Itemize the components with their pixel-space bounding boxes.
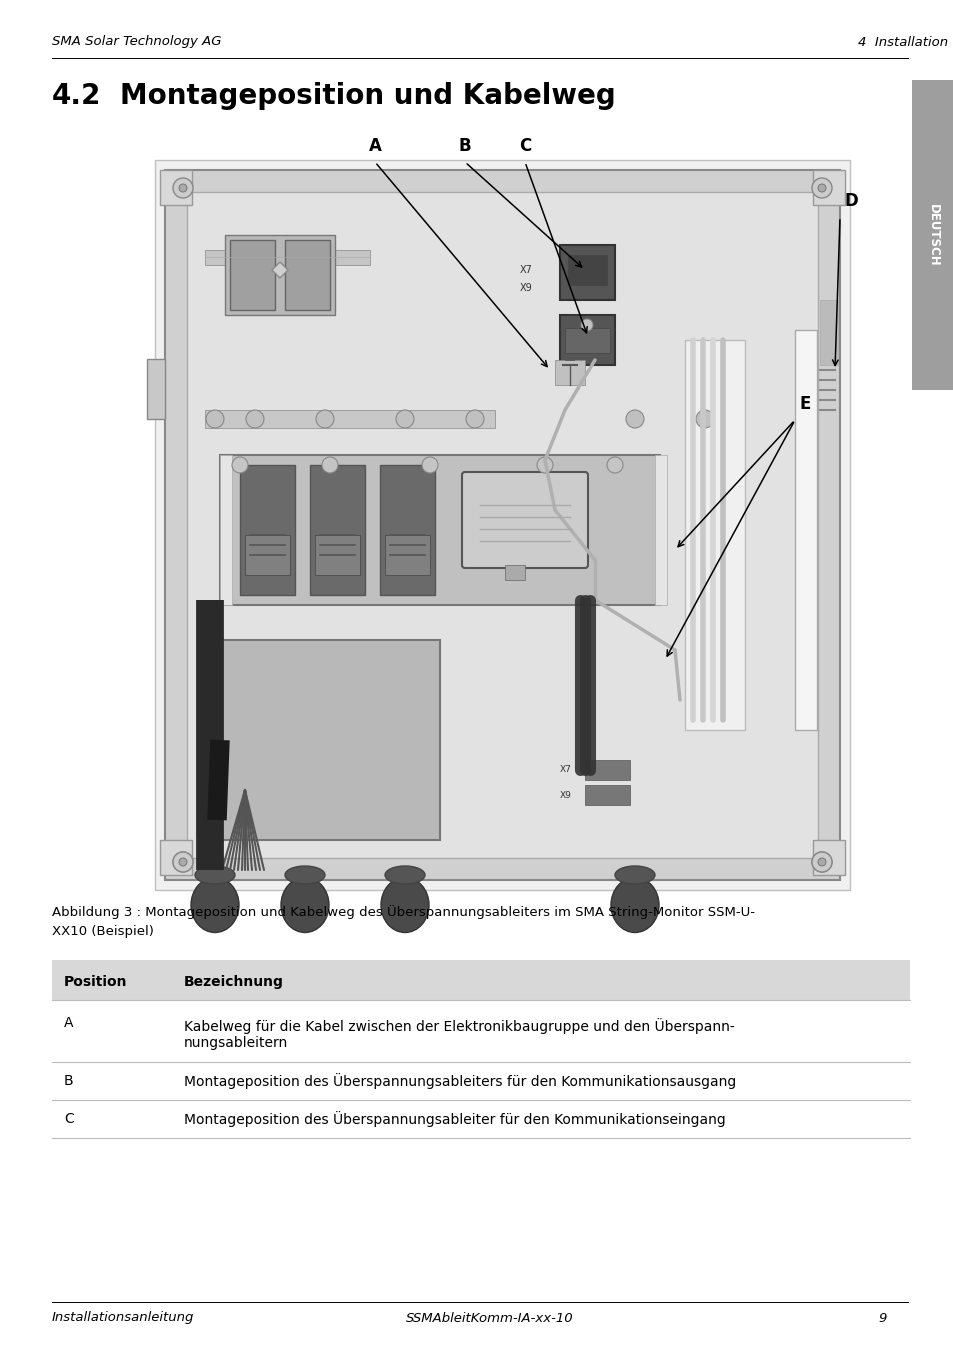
- Text: SMA Solar Technology AG: SMA Solar Technology AG: [52, 35, 221, 49]
- Ellipse shape: [281, 877, 329, 933]
- Text: SSMAbleitKomm-IA-xx-10: SSMAbleitKomm-IA-xx-10: [406, 1312, 573, 1324]
- Text: B: B: [458, 137, 471, 154]
- Bar: [160, 839, 192, 875]
- Bar: [555, 360, 584, 385]
- Text: X7: X7: [559, 765, 571, 774]
- Bar: [379, 464, 435, 594]
- Bar: [584, 760, 629, 780]
- Circle shape: [206, 410, 224, 428]
- Bar: [225, 236, 335, 315]
- Text: X9: X9: [559, 791, 571, 799]
- Bar: [584, 785, 629, 806]
- Text: C: C: [518, 137, 531, 154]
- Circle shape: [179, 858, 187, 867]
- Circle shape: [315, 410, 334, 428]
- Text: nungsableitern: nungsableitern: [184, 1036, 288, 1049]
- Circle shape: [537, 458, 553, 473]
- Bar: [655, 455, 666, 605]
- Circle shape: [421, 458, 437, 473]
- Bar: [684, 340, 744, 730]
- Bar: [165, 171, 840, 880]
- Circle shape: [696, 410, 713, 428]
- Bar: [812, 839, 844, 875]
- Bar: [504, 565, 524, 580]
- Bar: [52, 960, 909, 1001]
- Bar: [220, 455, 232, 605]
- Ellipse shape: [380, 877, 429, 933]
- Text: Bezeichnung: Bezeichnung: [184, 975, 284, 988]
- Circle shape: [172, 852, 193, 872]
- Text: D: D: [844, 192, 858, 210]
- Circle shape: [811, 852, 831, 872]
- Bar: [160, 171, 192, 204]
- Bar: [187, 192, 817, 858]
- Ellipse shape: [385, 867, 424, 884]
- Circle shape: [606, 458, 622, 473]
- Text: 4  Installation: 4 Installation: [857, 35, 947, 49]
- Circle shape: [465, 410, 483, 428]
- Bar: [205, 250, 370, 265]
- Circle shape: [580, 320, 593, 330]
- Bar: [220, 455, 659, 605]
- Bar: [559, 245, 615, 301]
- Bar: [812, 171, 844, 204]
- Bar: [147, 359, 165, 418]
- Text: A: A: [64, 1016, 73, 1030]
- Text: Abbildung 3 : Montageposition und Kabelweg des Überspannungsableiters im SMA Str: Abbildung 3 : Montageposition und Kabelw…: [52, 904, 754, 919]
- Bar: [230, 240, 274, 310]
- Text: Montageposition und Kabelweg: Montageposition und Kabelweg: [120, 83, 615, 110]
- Bar: [240, 464, 294, 594]
- Text: Position: Position: [64, 975, 128, 988]
- Text: B: B: [64, 1074, 73, 1089]
- Ellipse shape: [615, 867, 655, 884]
- Bar: [820, 301, 837, 366]
- Circle shape: [811, 177, 831, 198]
- FancyBboxPatch shape: [461, 473, 587, 567]
- Circle shape: [817, 184, 825, 192]
- Ellipse shape: [285, 867, 325, 884]
- Text: Kabelweg für die Kabel zwischen der Elektronikbaugruppe und den Überspann-: Kabelweg für die Kabel zwischen der Elek…: [184, 1018, 734, 1034]
- Circle shape: [246, 410, 264, 428]
- Text: Montageposition des Überspannungsableiters für den Kommunikationsausgang: Montageposition des Überspannungsableite…: [184, 1072, 736, 1089]
- Ellipse shape: [610, 877, 659, 933]
- Text: X9: X9: [519, 283, 532, 292]
- Circle shape: [172, 177, 193, 198]
- Bar: [154, 160, 849, 890]
- Bar: [559, 315, 615, 366]
- Circle shape: [179, 184, 187, 192]
- Circle shape: [322, 458, 337, 473]
- Bar: [310, 464, 365, 594]
- Bar: [567, 255, 606, 284]
- Bar: [205, 410, 495, 428]
- Text: Montageposition des Überspannungsableiter für den Kommunikationseingang: Montageposition des Überspannungsableite…: [184, 1112, 725, 1127]
- Circle shape: [232, 458, 248, 473]
- Text: 9: 9: [877, 1312, 885, 1324]
- Circle shape: [817, 858, 825, 867]
- Circle shape: [395, 410, 414, 428]
- Bar: [245, 535, 290, 575]
- Circle shape: [817, 858, 825, 867]
- Text: A: A: [368, 137, 381, 154]
- Bar: [385, 535, 430, 575]
- Text: E: E: [800, 395, 810, 413]
- Bar: [314, 535, 359, 575]
- Bar: [794, 330, 816, 730]
- Bar: [285, 240, 330, 310]
- Circle shape: [811, 852, 831, 872]
- Ellipse shape: [194, 867, 234, 884]
- Circle shape: [179, 858, 187, 867]
- Text: XX10 (Beispiel): XX10 (Beispiel): [52, 925, 153, 938]
- Bar: [911, 80, 953, 390]
- Circle shape: [625, 410, 643, 428]
- Text: Installationsanleitung: Installationsanleitung: [52, 1312, 194, 1324]
- Text: 4.2: 4.2: [52, 83, 101, 110]
- Text: X7: X7: [519, 265, 533, 275]
- Text: DEUTSCH: DEUTSCH: [925, 203, 939, 267]
- Bar: [214, 640, 439, 839]
- Circle shape: [172, 852, 193, 872]
- Text: C: C: [64, 1112, 73, 1127]
- Ellipse shape: [191, 877, 239, 933]
- Bar: [564, 328, 609, 353]
- Polygon shape: [272, 263, 288, 278]
